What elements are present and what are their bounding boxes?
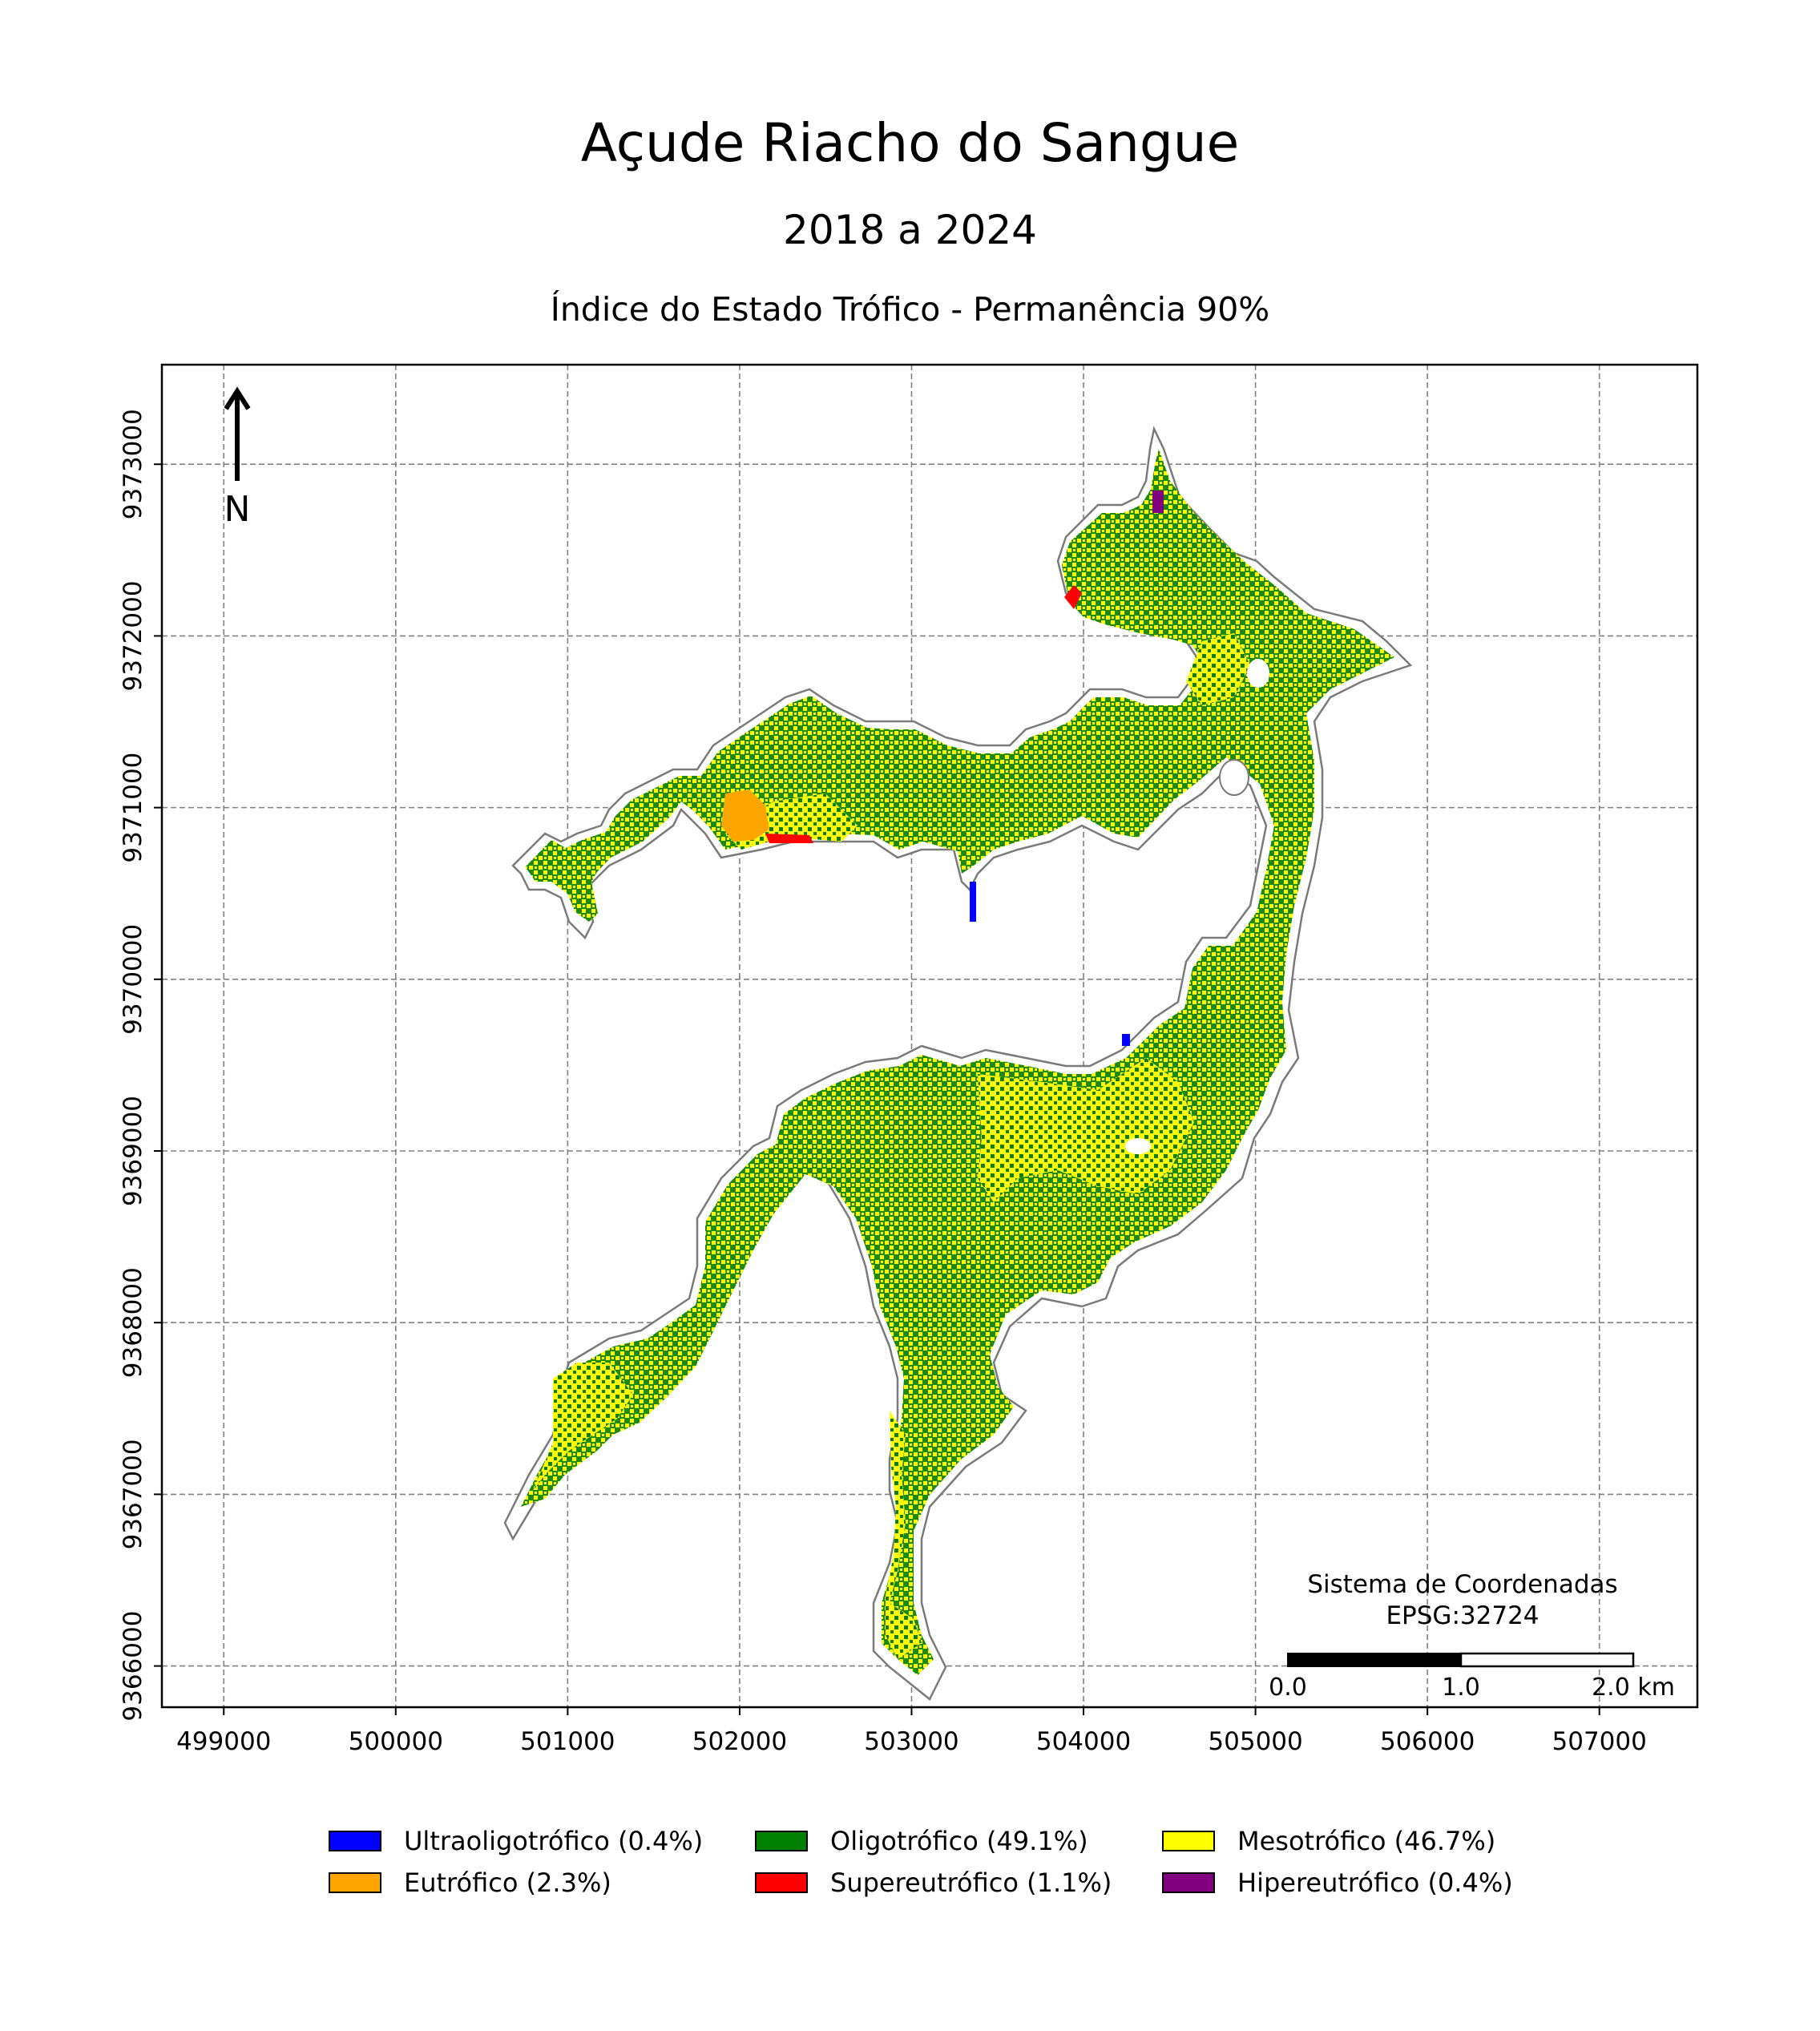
x-axis: 499000 500000 501000 502000 503000 504000 5050…	[176, 1707, 1647, 1756]
x-tick-label: 503000	[864, 1727, 958, 1756]
y-tick-label: 9372000	[119, 580, 147, 691]
eutrophic-zone	[721, 789, 769, 842]
scale-label-0: 0.0	[1269, 1674, 1307, 1702]
x-tick-label: 502000	[692, 1727, 787, 1756]
ultraoligotrophic-zone	[970, 882, 976, 922]
reservoir-layer	[503, 426, 1413, 1701]
north-arrow-icon	[224, 386, 251, 481]
x-tick-label: 506000	[1380, 1727, 1475, 1756]
y-tick-label: 9366000	[119, 1611, 147, 1722]
legend-item: Eutrófico (2.3%)	[329, 1865, 611, 1900]
legend-item: Supereutrófico (1.1%)	[755, 1865, 1112, 1900]
legend-swatch	[329, 1872, 381, 1893]
x-tick-label: 501000	[520, 1727, 615, 1756]
y-tick-label: 9370000	[119, 924, 147, 1035]
index-subtitle: Índice do Estado Trófico - Permanência 9…	[550, 290, 1270, 329]
mesotrophic-zone	[1186, 633, 1250, 705]
y-axis: 9366000 9367000 9368000 9369000 9370000 93710…	[119, 409, 162, 1722]
y-tick-label: 9373000	[119, 409, 147, 519]
supereutrophic-zone	[1064, 585, 1082, 609]
hypereutrophic-zone	[1152, 491, 1164, 513]
island	[1125, 1138, 1151, 1154]
north-label: N	[224, 489, 251, 530]
legend-swatch	[329, 1831, 381, 1851]
legend-label: Mesotrófico (46.7%)	[1237, 1826, 1496, 1856]
y-tick-label: 9369000	[119, 1096, 147, 1206]
legend-item: Hipereutrófico (0.4%)	[1162, 1865, 1513, 1900]
mesotrophic-zone	[978, 1058, 1194, 1202]
legend-label: Eutrófico (2.3%)	[404, 1867, 611, 1898]
legend-swatch	[755, 1872, 808, 1893]
y-tick-label: 9367000	[119, 1439, 147, 1549]
legend-swatch	[755, 1831, 808, 1851]
legend-item: Ultraoligotrófico (0.4%)	[329, 1823, 703, 1859]
x-tick-label: 500000	[349, 1727, 443, 1756]
mesotrophic-zone	[533, 1363, 633, 1491]
supereutrophic-zone	[765, 834, 813, 843]
island	[1219, 759, 1249, 796]
island	[1247, 659, 1269, 688]
legend-label: Supereutrófico (1.1%)	[830, 1867, 1112, 1898]
legend-item: Mesotrófico (46.7%)	[1162, 1823, 1495, 1859]
x-tick-label: 499000	[176, 1727, 271, 1756]
reservoir-water	[521, 449, 1394, 1675]
scale-label-2: 2.0 km	[1592, 1674, 1675, 1702]
period-subtitle: 2018 a 2024	[783, 207, 1037, 253]
crs-line-2: EPSG:32724	[1386, 1601, 1539, 1630]
axes-frame	[160, 363, 1699, 1709]
scale-bar: 0.0 1.0 2.0 km	[1269, 1652, 1675, 1702]
legend-label: Ultraoligotrófico (0.4%)	[404, 1826, 704, 1856]
crs-line-1: Sistema de Coordenadas	[1307, 1570, 1617, 1599]
legend-item: Oligotrófico (49.1%)	[755, 1823, 1088, 1859]
y-tick-label: 9368000	[119, 1267, 147, 1378]
legend-label: Oligotrófico (49.1%)	[830, 1826, 1088, 1856]
y-tick-label: 9371000	[119, 753, 147, 863]
legend-swatch	[1162, 1872, 1215, 1893]
x-tick-label: 505000	[1208, 1727, 1302, 1756]
x-tick-label: 507000	[1552, 1727, 1647, 1756]
mesotrophic-zone	[886, 1411, 922, 1659]
legend-label: Hipereutrófico (0.4%)	[1237, 1867, 1513, 1898]
ultraoligotrophic-zone	[1122, 1034, 1130, 1046]
scale-label-1: 1.0	[1442, 1674, 1480, 1702]
x-tick-label: 504000	[1036, 1727, 1131, 1756]
legend-swatch	[1162, 1831, 1215, 1851]
map-title: Açude Riacho do Sangue	[580, 112, 1240, 174]
